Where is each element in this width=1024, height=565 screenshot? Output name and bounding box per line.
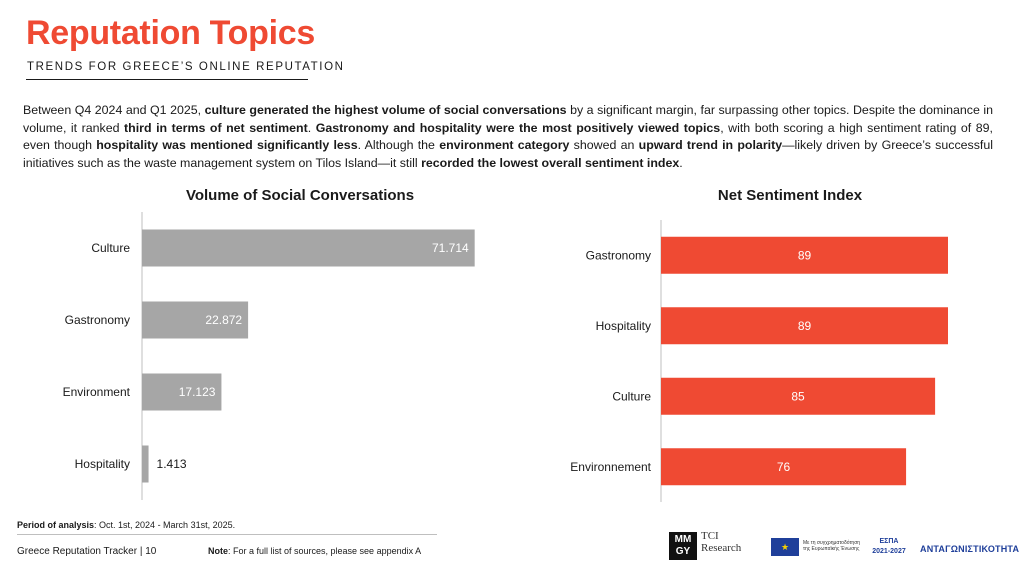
sentiment-category-label: Culture [612,389,651,403]
volume-chart-title: Volume of Social Conversations [185,187,415,204]
volume-value-label: 71.714 [432,241,469,255]
volume-bar [142,301,249,339]
eu-flag-icon: ★ [771,538,799,556]
page-title: Reputation Topics [26,14,315,52]
paragraph-run: showed an [569,138,639,152]
volume-bar [142,373,222,411]
footer-divider [17,534,437,535]
sentiment-bar [661,377,936,415]
sentiment-category-label: Environnement [570,460,651,474]
sentiment-value-label: 89 [798,248,812,262]
subtitle-underline [26,79,308,80]
sentiment-category-label: Hospitality [596,319,651,333]
sentiment-bar [661,448,907,486]
paragraph-run: . Although the [357,138,440,152]
volume-value-label: 22.872 [205,313,242,327]
sentiment-value-label: 85 [791,389,805,403]
volume-category-label: Hospitality [75,457,130,471]
paragraph-run: Between Q4 2024 and Q1 2025, [23,103,205,117]
paragraph-run: environment category [439,138,570,152]
footer-tracker: Greece Reputation Tracker | 10 [17,546,157,557]
paragraph-run: recorded the lowest overall sentiment in… [421,155,680,170]
mmgy-logo: MM GY [669,532,697,560]
volume-value-label: 1.413 [157,457,187,471]
summary-paragraph: Between Q4 2024 and Q1 2025, culture gen… [23,102,993,172]
volume-value-label: 17.123 [179,385,216,399]
period-of-analysis: Period of analysis: Oct. 1st, 2024 - Mar… [17,520,235,530]
sentiment-value-label: 76 [777,460,791,474]
note-label: Note [208,546,228,556]
volume-category-label: Gastronomy [65,313,130,327]
sentiment-category-label: Gastronomy [586,248,651,262]
paragraph-run: third in terms of net sentiment [124,120,308,135]
paragraph-run: Gastronomy and hospitality were the most… [315,120,721,135]
paragraph-run: . [679,155,683,170]
period-value: : Oct. 1st, 2024 - March 31st, 2025. [94,520,236,530]
paragraph-run: , with both scoring a high sentiment rat… [23,120,993,153]
footer-note: Note: For a full list of sources, please… [208,546,421,556]
eu-cofunding-logo: Με τη συγχρηματοδότηση της Ευρωπαϊκής Έν… [803,540,861,552]
volume-category-label: Environment [63,385,131,399]
volume-bar [142,445,149,483]
sentiment-chart-title: Net Sentiment Index [717,187,863,204]
volume-bar [142,229,475,267]
paragraph-run: upward trend in polarity [638,138,783,152]
paragraph-run: . [307,120,316,135]
volume-category-label: Culture [91,241,130,255]
tci-research-logo: TCI Research [701,530,742,554]
antagonistikotita-logo: ΑΝΤΑΓΩΝΙΣΤΙΚΟΤΗΤΑ [920,544,1020,554]
sentiment-value-label: 89 [798,319,812,333]
note-value: : For a full list of sources, please see… [228,546,422,556]
page-subtitle: TRENDS FOR GREECE’S ONLINE REPUTATION [27,61,345,73]
sentiment-bar [661,307,948,345]
paragraph-run: hospitality was mentioned significantly … [96,138,358,152]
paragraph-run: by a significant margin, far surpassing … [23,103,994,135]
paragraph-run: —likely driven by Greece’s successful in… [23,138,994,170]
period-label: Period of analysis [17,520,95,530]
sentiment-bar [661,236,948,274]
espa-logo: ΕΣΠΑ 2021-2027 [872,538,906,555]
paragraph-run: culture generated the highest volume of … [204,103,567,117]
